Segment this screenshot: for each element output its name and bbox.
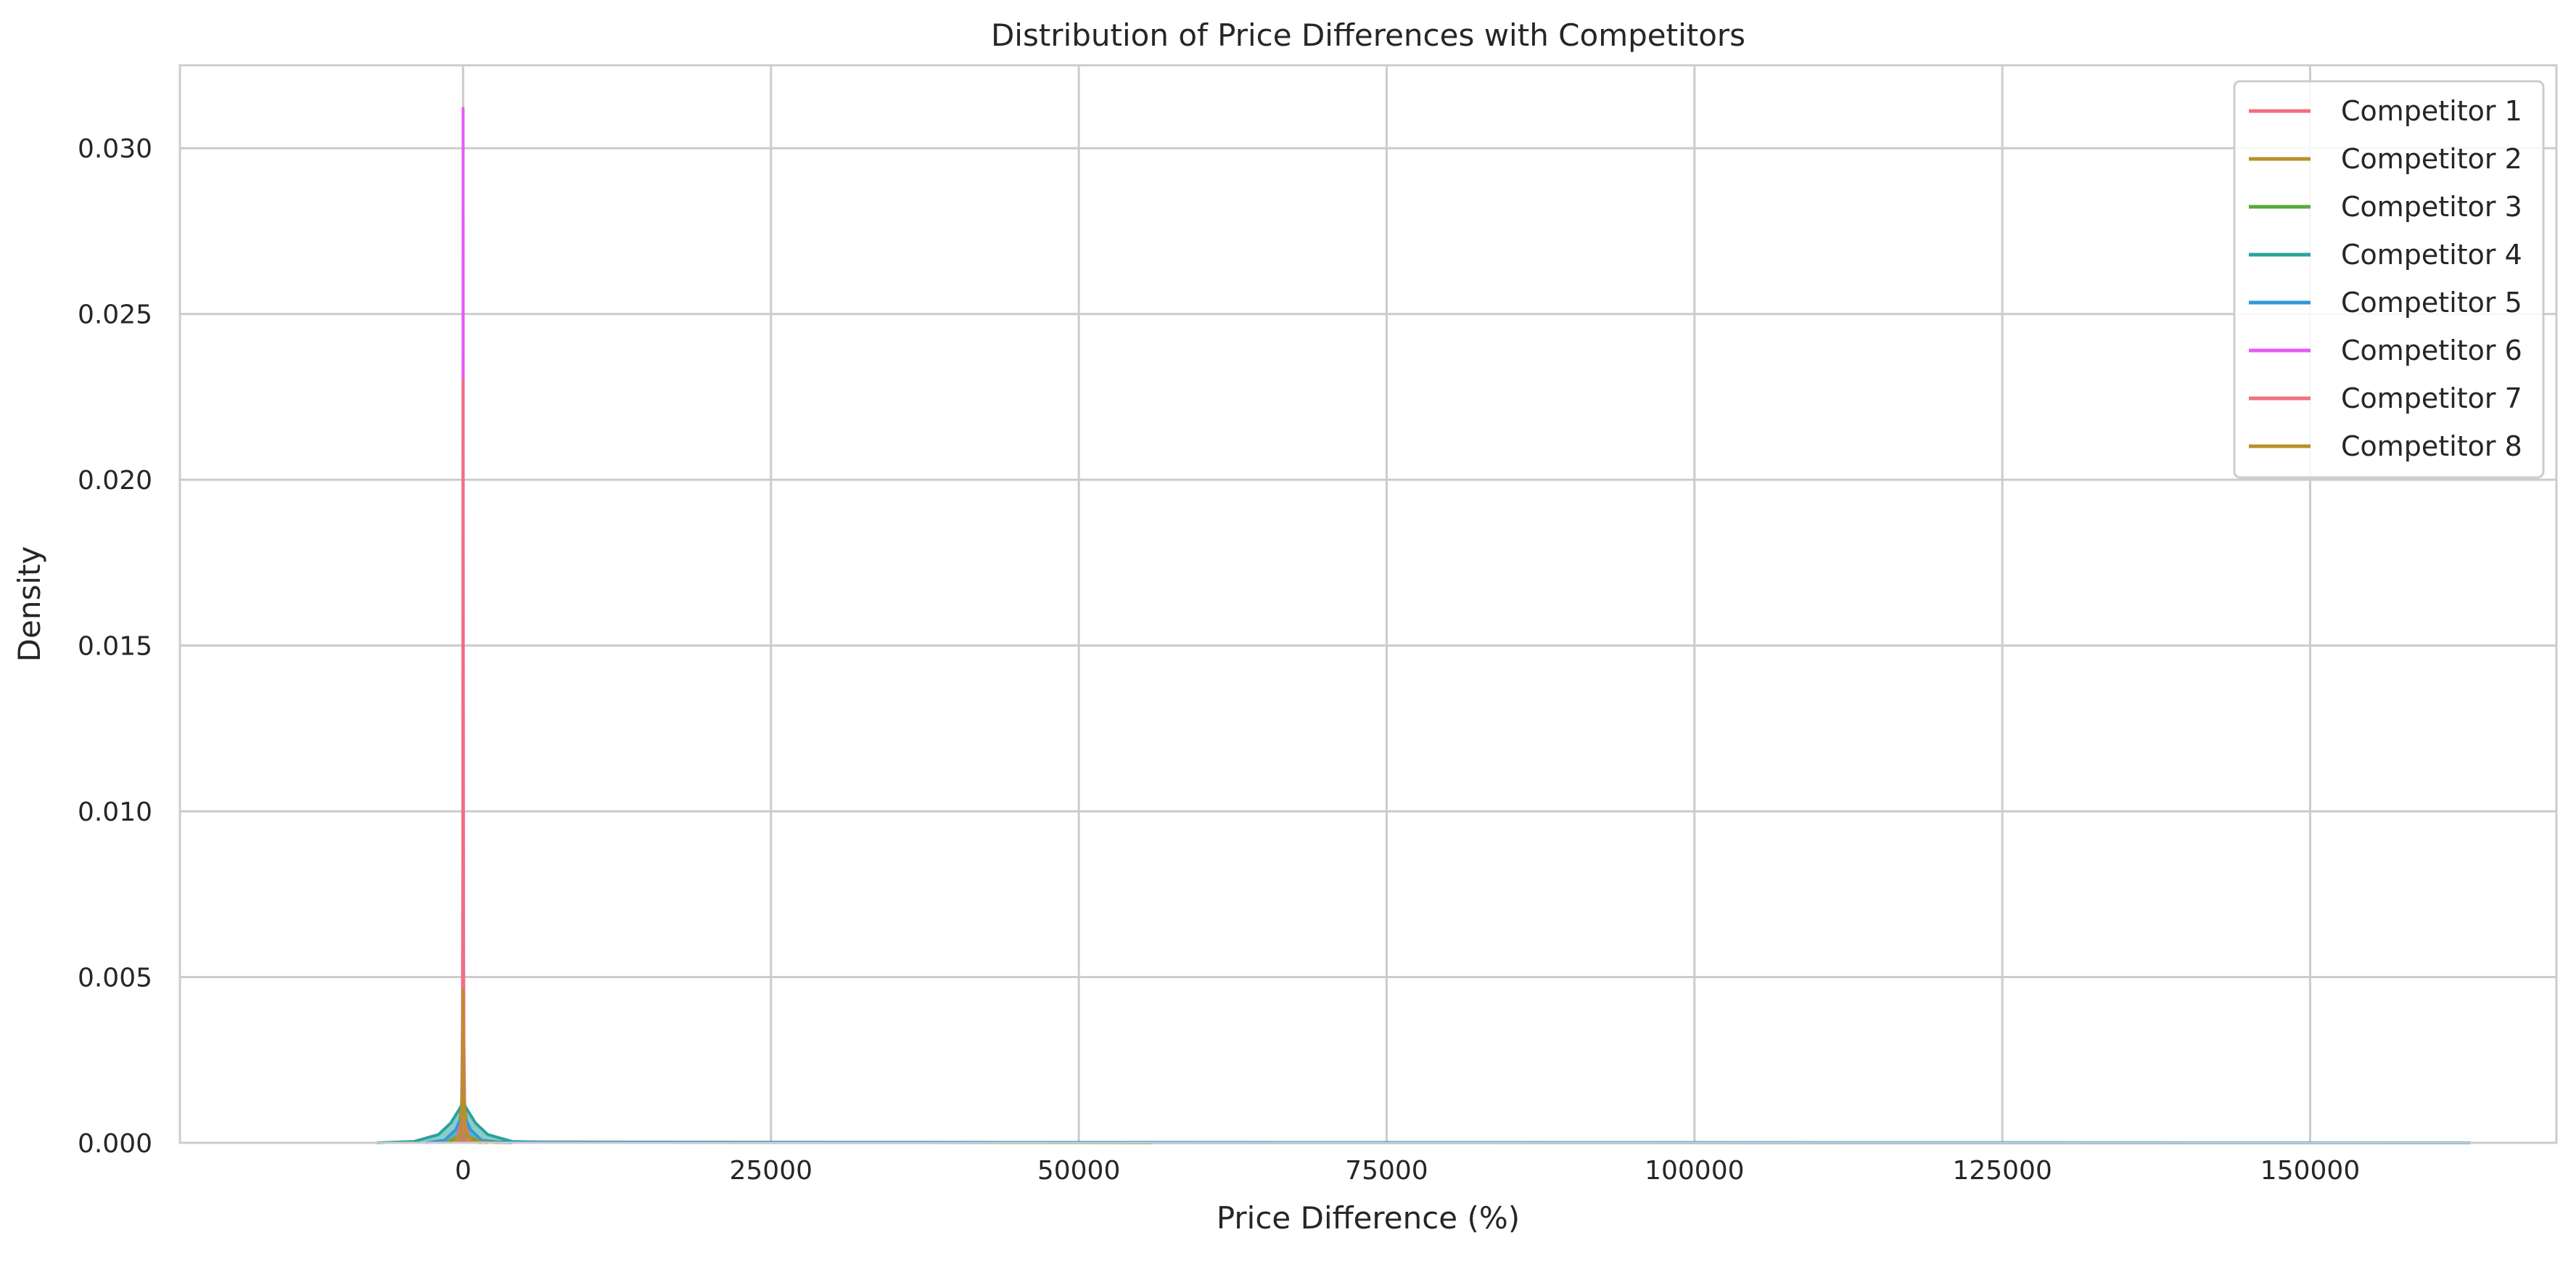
y-tick-label: 0.010 [78,797,152,827]
y-axis-label: Density [12,546,47,662]
plot-frame [178,64,2558,1144]
legend-label: Competitor 8 [2341,430,2522,462]
y-tick-label: 0.025 [78,300,152,330]
y-axis-ticks: 0.000 0.005 0.010 0.015 0.020 0.025 0.030 [78,134,152,1159]
x-tick-label: 125000 [1952,1156,2052,1186]
legend-label: Competitor 3 [2341,191,2522,223]
grid-lines [180,65,2556,1144]
y-tick-label: 0.000 [78,1129,152,1159]
series-line-8 [452,988,501,1144]
legend-label: Competitor 6 [2341,335,2522,366]
x-axis-label: Price Difference (%) [1217,1200,1520,1236]
y-tick-label: 0.005 [78,964,152,993]
y-tick-label: 0.015 [78,632,152,662]
legend-label: Competitor 4 [2341,239,2522,271]
legend-label: Competitor 1 [2341,95,2522,127]
x-tick-label: 0 [455,1156,472,1186]
legend-box [2233,80,2545,479]
legend-label: Competitor 7 [2341,382,2522,414]
y-tick-label: 0.030 [78,134,152,164]
x-tick-label: 150000 [2260,1156,2360,1186]
chart-title: Distribution of Price Differences with C… [991,17,1745,53]
x-tick-label: 100000 [1645,1156,1744,1186]
legend: Competitor 1 Competitor 2 Competitor 3 Comp… [2233,80,2545,479]
x-tick-label: 75000 [1345,1156,1428,1186]
y-tick-label: 0.020 [78,466,152,496]
x-axis-ticks: 0 25000 50000 75000 100000 125000 150000 [455,1156,2360,1186]
legend-label: Competitor 5 [2341,287,2522,319]
legend-label: Competitor 2 [2341,143,2522,175]
x-tick-label: 25000 [729,1156,812,1186]
x-tick-label: 50000 [1037,1156,1121,1186]
